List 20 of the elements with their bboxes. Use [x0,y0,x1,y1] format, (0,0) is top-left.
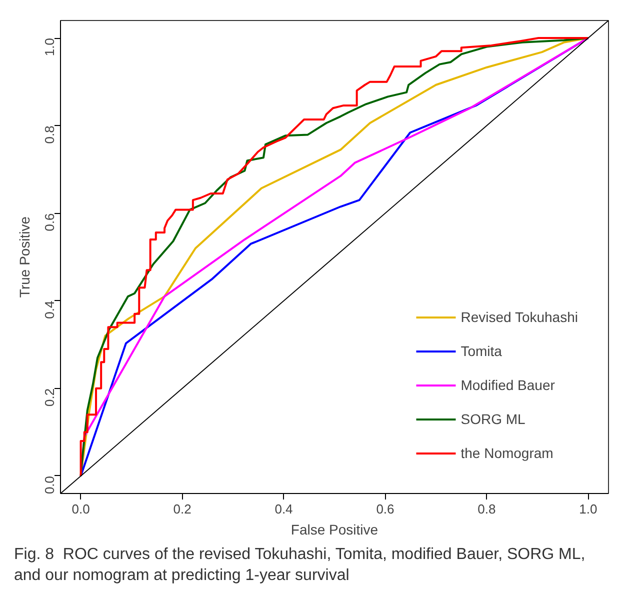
y-tick-label: 0.8 [42,126,57,144]
x-tick-label: 0.0 [72,502,90,516]
x-axis-title: False Positive [290,522,378,538]
caption: Fig. 8 ROC curves of the revised Tokuhashi, Tomita, modified Bauer, SORG ML, and our nomogram at predicting 1-year survival [14,545,586,586]
x-tick-label: 0.2 [173,502,192,516]
legend-label: the Nomogram [460,445,554,461]
y-tick-label: 1.0 [42,38,57,56]
y-tick-label: 0.0 [42,476,57,494]
legend-label: Modified Bauer [460,377,555,393]
legend-label: SORG ML [460,411,526,427]
y-axis-title: True Positive [16,216,32,298]
x-tick-label: 0.6 [376,502,394,516]
x-tick-label: 0.8 [478,502,496,516]
y-tick-label: 0.4 [42,300,57,319]
legend-label: Revised Tokuhashi [460,309,578,325]
y-tick-label: 0.2 [42,388,57,406]
legend-label: Tomita [460,343,502,359]
x-tick-label: 1.0 [579,502,598,516]
y-tick-label: 0.6 [42,213,57,232]
x-tick-label: 0.4 [274,502,293,516]
